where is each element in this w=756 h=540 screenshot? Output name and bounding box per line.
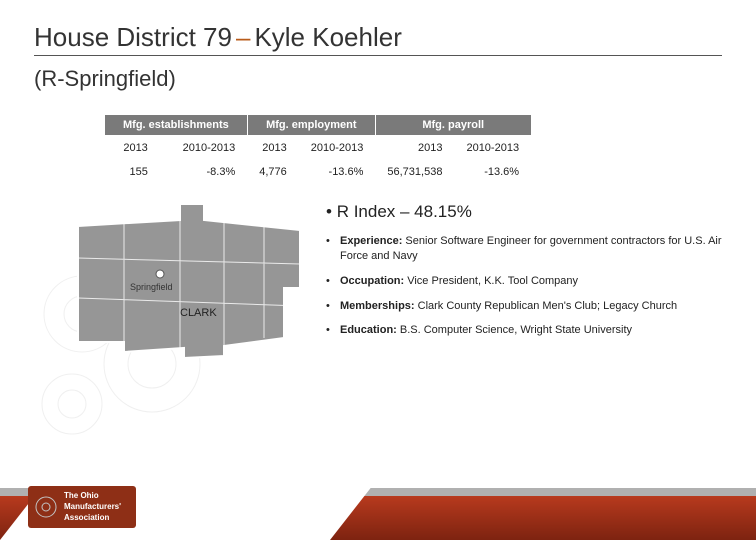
title-district: House District 79	[34, 22, 232, 52]
manufacturing-table: Mfg. establishments Mfg. employment Mfg.…	[104, 114, 532, 184]
r-index: R Index – 48.15%	[326, 202, 722, 222]
th-establishments: Mfg. establishments	[105, 115, 248, 136]
val-4: 56,731,538	[375, 160, 454, 184]
subtitle: (R-Springfield)	[34, 66, 722, 92]
val-5: -13.6%	[454, 160, 531, 184]
title-name: Kyle Koehler	[254, 22, 401, 52]
city-label: Springfield	[130, 282, 173, 292]
sub-3: 2010-2013	[299, 136, 376, 161]
oma-logo: The Ohio Manufacturers' Association	[28, 484, 136, 530]
bullet-occupation: Occupation: Vice President, K.K. Tool Co…	[326, 274, 722, 289]
bullet-education: Education: B.S. Computer Science, Wright…	[326, 323, 722, 338]
title-dash: –	[232, 22, 254, 52]
sub-4: 2013	[375, 136, 454, 161]
bullet-memberships: Memberships: Clark County Republican Men…	[326, 299, 722, 314]
slide-footer: The Ohio Manufacturers' Association	[0, 470, 756, 540]
page-title: House District 79–Kyle Koehler	[34, 22, 722, 56]
sub-0: 2013	[105, 136, 160, 161]
logo-line3: Association	[64, 513, 109, 522]
logo-line1: The Ohio	[64, 491, 99, 500]
val-3: -13.6%	[299, 160, 376, 184]
th-employment: Mfg. employment	[247, 115, 375, 136]
city-marker	[156, 270, 164, 278]
val-0: 155	[105, 160, 160, 184]
county-label: CLARK	[180, 307, 217, 319]
sub-2: 2013	[247, 136, 299, 161]
sub-1: 2010-2013	[160, 136, 247, 161]
bullet-experience: Experience: Senior Software Engineer for…	[326, 234, 722, 264]
val-2: 4,776	[247, 160, 299, 184]
th-payroll: Mfg. payroll	[375, 115, 531, 136]
logo-line2: Manufacturers'	[64, 502, 121, 511]
county-shape	[78, 204, 300, 358]
sub-5: 2010-2013	[454, 136, 531, 161]
district-map: Springfield CLARK	[64, 198, 312, 368]
val-1: -8.3%	[160, 160, 247, 184]
info-bullets: R Index – 48.15% Experience: Senior Soft…	[326, 198, 722, 368]
